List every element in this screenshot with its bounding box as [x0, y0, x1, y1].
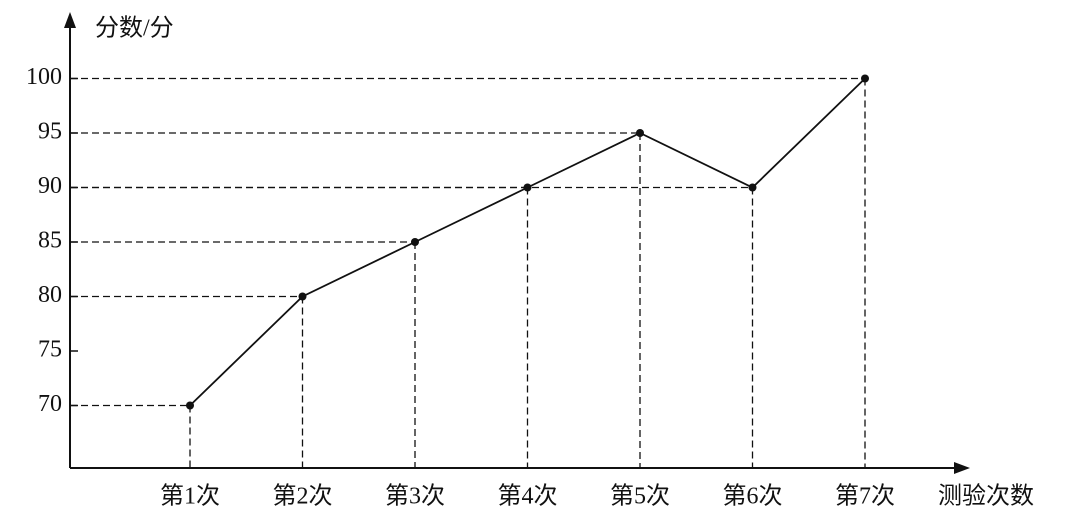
- y-axis-arrow: [64, 12, 76, 28]
- point: [523, 183, 532, 192]
- x-tick-label: 第1次: [160, 483, 220, 510]
- point: [636, 129, 644, 137]
- x-axis-label: 测验次数: [938, 483, 1034, 510]
- y-tick-label: 90: [38, 173, 62, 199]
- y-axis-label: 分数/分: [95, 15, 174, 42]
- x-tick-label: 第3次: [385, 483, 445, 510]
- point: [861, 74, 869, 83]
- x-tick-label: 第5次: [610, 483, 670, 510]
- point: [411, 238, 419, 246]
- y-tick-label: 95: [38, 119, 62, 145]
- y-tick-label: 100: [26, 64, 62, 90]
- y-tick-label: 80: [38, 282, 62, 308]
- point: [298, 292, 307, 301]
- x-tick-label: 第4次: [498, 483, 558, 510]
- y-tick-label: 70: [38, 391, 62, 417]
- x-tick-label: 第2次: [273, 483, 333, 510]
- x-axis-arrow: [954, 462, 970, 474]
- x-tick-label: 第6次: [723, 483, 783, 510]
- y-tick-label: 85: [38, 228, 62, 254]
- point: [186, 401, 194, 410]
- x-tick-label: 第7次: [835, 483, 895, 510]
- point: [748, 183, 757, 192]
- y-tick-label: 75: [38, 337, 62, 363]
